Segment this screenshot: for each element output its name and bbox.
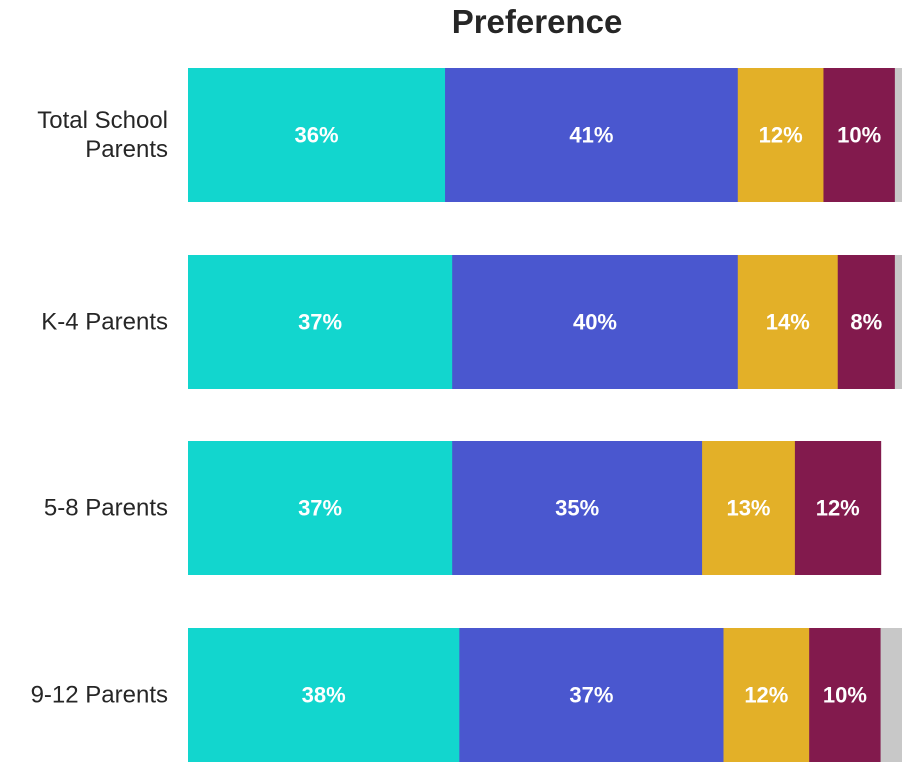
bar-segment [837, 255, 896, 389]
chart-title: Preference [452, 3, 623, 40]
segment-data-label: 8% [850, 310, 882, 335]
segment-data-label: 41% [569, 123, 613, 148]
category-label: K-4 Parents [41, 309, 168, 336]
segment-data-label: 40% [573, 310, 617, 335]
segment-data-label: 35% [555, 496, 599, 521]
bar-segment [794, 441, 882, 575]
bar-segment [894, 68, 902, 202]
segment-data-label: 37% [298, 310, 342, 335]
bar-segment [188, 628, 460, 762]
bar-segment [737, 68, 825, 202]
bar-segment [823, 68, 896, 202]
segment-data-label: 10% [823, 683, 867, 708]
category-label: 9-12 Parents [31, 682, 168, 709]
bar-segment [459, 628, 725, 762]
bar-segment [737, 255, 839, 389]
segment-data-label: 14% [766, 310, 810, 335]
segment-data-label: 12% [816, 496, 860, 521]
segment-data-label: 37% [569, 683, 613, 708]
bar-segment [894, 255, 902, 389]
segment-data-label: 13% [726, 496, 770, 521]
bar-segment [809, 628, 882, 762]
category-label: Parents [85, 136, 168, 163]
segment-data-label: 36% [294, 123, 338, 148]
segment-data-label: 38% [302, 683, 346, 708]
category-label: Total School [37, 107, 168, 134]
bar-segment [452, 441, 703, 575]
bar-segment [702, 441, 796, 575]
bar-segment [188, 441, 453, 575]
segment-data-label: 12% [744, 683, 788, 708]
bars-layer: 36% 41% 12% 10% 37% 40% 14% 8% 37% 35% 13% 12% 38% 37… [188, 68, 902, 762]
bar-segment [452, 255, 739, 389]
bar-segment [723, 628, 810, 762]
bar-segment [188, 255, 453, 389]
category-label: 5-8 Parents [44, 495, 168, 522]
segment-data-label: 10% [837, 123, 881, 148]
segment-data-label: 12% [759, 123, 803, 148]
bar-segment [880, 628, 902, 762]
segment-data-label: 37% [298, 496, 342, 521]
bar-segment [188, 68, 446, 202]
bar-segment [445, 68, 739, 202]
